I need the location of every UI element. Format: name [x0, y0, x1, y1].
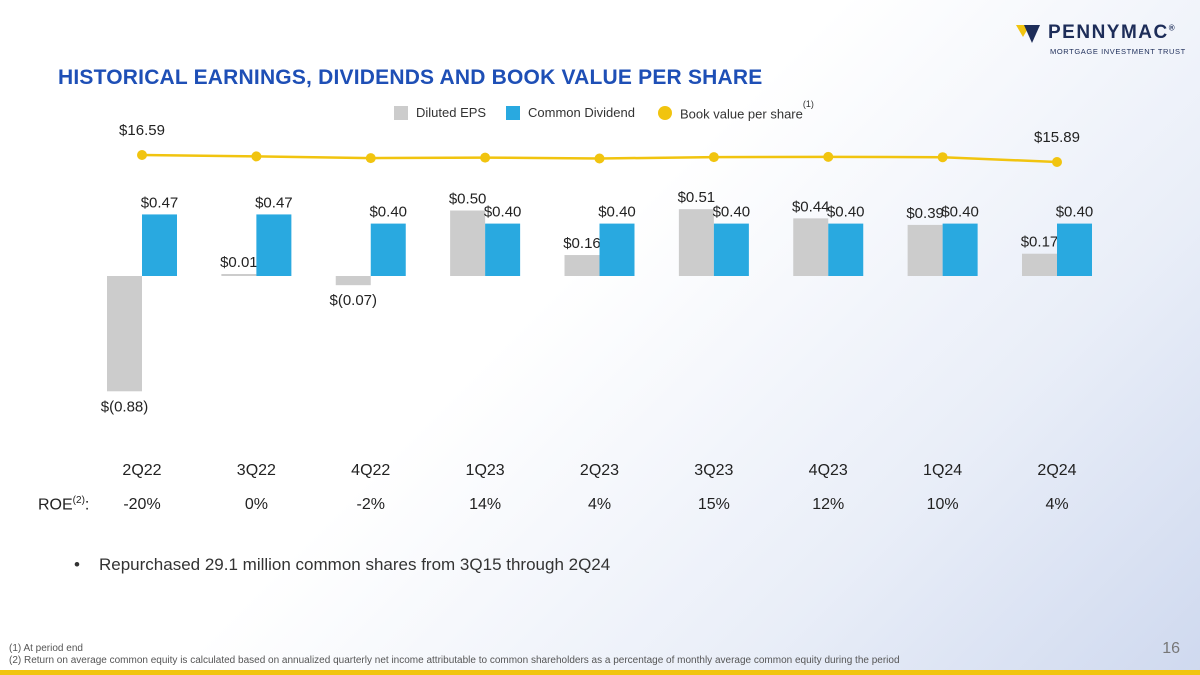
book-value-point-3Q22 [251, 151, 262, 162]
category-label-1Q24: 1Q24 [923, 462, 963, 479]
eps-bar-3Q23 [678, 209, 714, 276]
category-label-3Q22: 3Q22 [236, 462, 276, 479]
eps-label-2Q22: $(0.88) [101, 398, 149, 415]
roe-label: ROE(2): [38, 495, 90, 514]
dividend-label-2Q22: $0.47 [141, 194, 179, 211]
legend-swatch-eps [394, 106, 408, 120]
roe-value-1Q24: 10% [926, 496, 959, 513]
legend-label-eps: Diluted EPS [416, 105, 487, 120]
category-label-2Q22: 2Q22 [122, 462, 162, 479]
roe-value-2Q24: 4% [1045, 496, 1069, 513]
dividend-bar-2Q23 [599, 223, 635, 276]
book-value-label-2Q24: $15.89 [1034, 129, 1080, 146]
book-value-point-3Q23 [708, 152, 719, 163]
footnote-2: (2) Return on average common equity is c… [9, 655, 900, 666]
dividend-label-2Q23: $0.40 [598, 204, 636, 221]
roe-value-2Q23: 4% [587, 496, 612, 513]
dividend-bar-1Q24 [942, 223, 978, 276]
category-label-2Q23: 2Q23 [579, 462, 620, 479]
legend-swatch-book-value [658, 106, 672, 120]
roe-value-3Q23: 15% [697, 496, 730, 513]
roe-row: -20% 0% -2% 14% 4% 15% 12% 10% 4% [0, 496, 1200, 518]
book-value-point-4Q23 [823, 151, 834, 162]
dividend-label-4Q23: $0.40 [827, 204, 865, 221]
dividend-label-2Q24: $0.40 [1056, 204, 1094, 221]
logo-subtitle: MORTGAGE INVESTMENT TRUST [1050, 47, 1186, 56]
logo-name: PENNYMAC® [1048, 22, 1177, 43]
pennymac-logo: PENNYMAC® MORTGAGE INVESTMENT TRUST [1016, 22, 1186, 64]
book-value-point-2Q22 [137, 150, 147, 160]
bullet-marker: • [74, 555, 80, 574]
page-number: 16 [1162, 640, 1180, 657]
pennymac-logo-icon [1016, 25, 1040, 43]
eps-label-3Q23: $0.51 [678, 189, 716, 206]
eps-label-3Q22: $0.01 [220, 254, 258, 271]
eps-bar-1Q23 [450, 210, 486, 276]
bullet-text: Repurchased 29.1 million common shares f… [99, 555, 611, 574]
book-value-label-2Q22: $16.59 [119, 122, 165, 139]
dividend-bar-3Q22 [256, 214, 292, 276]
category-label-1Q23: 1Q23 [465, 462, 505, 479]
roe-value-2Q22: -20% [123, 496, 161, 513]
roe-value-4Q23: 12% [812, 496, 845, 513]
eps-bar-4Q22 [335, 276, 371, 286]
category-label-2Q24: 2Q24 [1037, 462, 1077, 479]
eps-label-4Q22: $(0.07) [329, 292, 377, 309]
page-title: HISTORICAL EARNINGS, DIVIDENDS AND BOOK … [58, 66, 763, 89]
eps-bar-2Q23 [564, 255, 600, 276]
book-value-point-2Q24 [1052, 157, 1062, 167]
eps-bar-2Q24 [1022, 253, 1057, 276]
dividend-bar-1Q23 [485, 223, 521, 276]
dividend-label-3Q22: $0.47 [255, 194, 293, 211]
category-label-4Q22: 4Q22 [351, 462, 391, 479]
footnote-1: (1) At period end [9, 643, 83, 654]
eps-bar-2Q22 [107, 276, 142, 392]
bottom-accent-bar [0, 670, 1200, 675]
dividend-label-1Q23: $0.40 [484, 204, 522, 221]
eps-label-1Q24: $0.39 [906, 205, 944, 222]
dividend-bar-4Q22 [370, 223, 406, 276]
dividend-label-3Q23: $0.40 [713, 204, 751, 221]
eps-label-2Q23: $0.16 [563, 235, 601, 252]
roe-value-4Q22: -2% [356, 496, 385, 513]
category-label-4Q23: 4Q23 [808, 462, 848, 479]
eps-label-4Q23: $0.44 [792, 198, 830, 215]
book-value-point-2Q23 [594, 153, 605, 164]
legend-label-dividend: Common Dividend [528, 105, 635, 120]
roe-value-1Q23: 14% [469, 496, 502, 513]
eps-bar-4Q23 [793, 218, 829, 276]
book-value-point-4Q22 [365, 153, 376, 164]
eps-label-1Q23: $0.50 [449, 191, 487, 208]
eps-label-2Q24: $0.17 [1021, 234, 1059, 251]
earnings-chart: $(0.88)$0.47$0.01$0.47$(0.07)$0.40$0.50$… [101, 122, 1094, 415]
book-value-point-1Q24 [937, 152, 948, 163]
book-value-point-1Q23 [480, 152, 491, 163]
category-label-3Q23: 3Q23 [694, 462, 734, 479]
dividend-bar-2Q22 [142, 214, 177, 276]
dividend-bar-2Q24 [1057, 223, 1092, 276]
dividend-label-1Q24: $0.40 [941, 204, 979, 221]
roe-value-3Q22: 0% [244, 496, 268, 513]
dividend-bar-3Q23 [713, 223, 749, 276]
dividend-label-4Q22: $0.40 [369, 204, 407, 221]
category-axis: 2Q22 3Q22 4Q22 1Q23 2Q23 3Q23 4Q23 1Q24 2Q24 [0, 462, 1200, 484]
dividend-bar-4Q23 [828, 223, 864, 276]
legend-label-book-value: Book value per share(1) [680, 99, 814, 122]
eps-bar-3Q22 [221, 274, 257, 276]
legend-swatch-dividend [506, 106, 520, 120]
eps-bar-1Q24 [907, 224, 943, 276]
